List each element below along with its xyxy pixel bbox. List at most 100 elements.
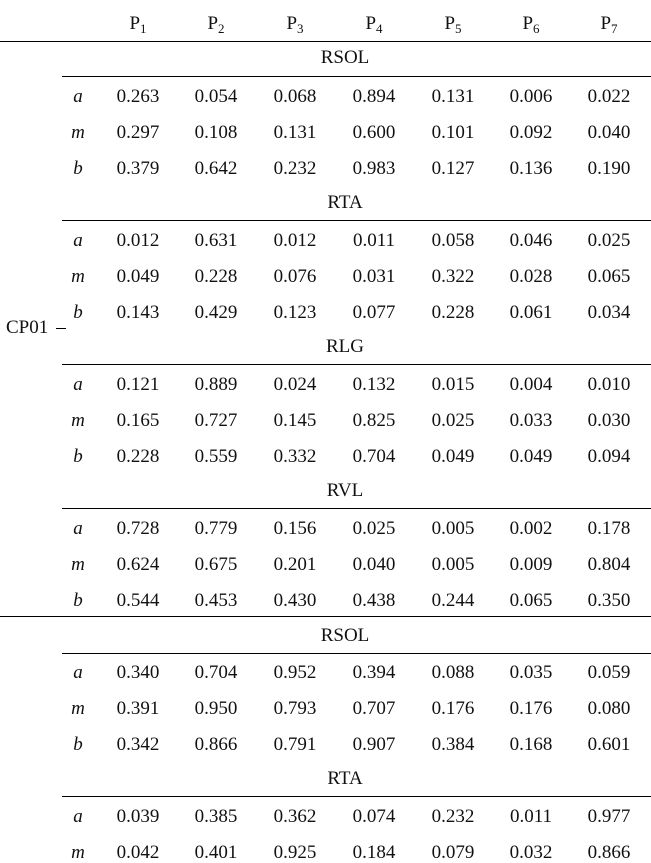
cell-value: 0.950: [194, 698, 238, 719]
cell-value: 0.228: [194, 266, 238, 287]
cell-value: 0.011: [352, 230, 396, 251]
column-header: P5: [444, 14, 461, 35]
row-label: a: [73, 662, 83, 683]
cell-value: 0.379: [116, 158, 160, 179]
cell-value: 0.866: [194, 734, 238, 755]
row-label: b: [73, 734, 83, 755]
cell-value: 0.132: [352, 374, 396, 395]
row-label: b: [73, 302, 83, 323]
cell-value: 0.074: [352, 806, 396, 827]
cell-value: 0.340: [116, 662, 160, 683]
cell-value: 0.825: [352, 410, 396, 431]
cell-value: 0.143: [116, 302, 160, 323]
cell-value: 0.030: [587, 410, 631, 431]
column-header-base: P: [600, 13, 612, 34]
column-header-subscript: 6: [533, 21, 540, 36]
cell-value: 0.049: [431, 446, 475, 467]
column-header-subscript: 3: [297, 21, 304, 36]
section-rule: [62, 76, 651, 77]
cell-value: 0.322: [431, 266, 475, 287]
cell-value: 0.010: [587, 374, 631, 395]
cell-value: 0.059: [587, 662, 631, 683]
cell-value: 0.002: [509, 518, 553, 539]
cell-value: 0.600: [352, 122, 396, 143]
column-header-base: P: [207, 13, 219, 34]
cell-value: 0.005: [431, 518, 475, 539]
cell-value: 0.624: [116, 554, 160, 575]
cell-value: 0.228: [116, 446, 160, 467]
row-label: a: [73, 806, 83, 827]
cell-value: 0.176: [431, 698, 475, 719]
cell-value: 0.054: [194, 86, 238, 107]
cell-value: 0.025: [352, 518, 396, 539]
cell-value: 0.022: [587, 86, 631, 107]
cell-value: 0.178: [587, 518, 631, 539]
row-label: b: [73, 590, 83, 611]
column-header-base: P: [444, 13, 456, 34]
cell-value: 0.012: [116, 230, 160, 251]
cell-value: 0.136: [509, 158, 553, 179]
cell-value: 0.006: [509, 86, 553, 107]
cell-value: 0.123: [273, 302, 317, 323]
cell-value: 0.401: [194, 842, 238, 863]
cell-value: 0.793: [273, 698, 317, 719]
cell-value: 0.544: [116, 590, 160, 611]
cell-value: 0.108: [194, 122, 238, 143]
cell-value: 0.791: [273, 734, 317, 755]
cell-value: 0.049: [509, 446, 553, 467]
cell-value: 0.040: [587, 122, 631, 143]
cell-value: 0.040: [352, 554, 396, 575]
column-header: P2: [207, 14, 224, 35]
cell-value: 0.601: [587, 734, 631, 755]
cell-value: 0.728: [116, 518, 160, 539]
cell-value: 0.642: [194, 158, 238, 179]
row-label: b: [73, 158, 83, 179]
column-header-subscript: 2: [218, 21, 225, 36]
cell-value: 0.005: [431, 554, 475, 575]
cell-value: 0.889: [194, 374, 238, 395]
cell-value: 0.228: [431, 302, 475, 323]
cell-value: 0.559: [194, 446, 238, 467]
group-label-tick: [56, 328, 66, 329]
row-label: m: [71, 842, 85, 863]
section-rule: [62, 653, 651, 654]
cell-value: 0.009: [509, 554, 553, 575]
cell-value: 0.952: [273, 662, 317, 683]
cell-value: 0.032: [509, 842, 553, 863]
cell-value: 0.779: [194, 518, 238, 539]
cell-value: 0.263: [116, 86, 160, 107]
cell-value: 0.039: [116, 806, 160, 827]
group-label: CP01: [6, 317, 49, 338]
cell-value: 0.384: [431, 734, 475, 755]
cell-value: 0.631: [194, 230, 238, 251]
cell-value: 0.131: [273, 122, 317, 143]
cell-value: 0.707: [352, 698, 396, 719]
cell-value: 0.332: [273, 446, 317, 467]
cell-value: 0.704: [194, 662, 238, 683]
cell-value: 0.675: [194, 554, 238, 575]
cell-value: 0.046: [509, 230, 553, 251]
cell-value: 0.894: [352, 86, 396, 107]
cell-value: 0.121: [116, 374, 160, 395]
cell-value: 0.145: [273, 410, 317, 431]
cell-value: 0.704: [352, 446, 396, 467]
cell-value: 0.190: [587, 158, 631, 179]
row-label: m: [71, 266, 85, 287]
cell-value: 0.391: [116, 698, 160, 719]
cell-value: 0.977: [587, 806, 631, 827]
cell-value: 0.015: [431, 374, 475, 395]
section-title: RTA: [327, 192, 363, 213]
cell-value: 0.077: [352, 302, 396, 323]
column-header-subscript: 7: [611, 21, 618, 36]
cell-value: 0.080: [587, 698, 631, 719]
section-title: RSOL: [320, 625, 370, 646]
cell-value: 0.297: [116, 122, 160, 143]
cell-value: 0.176: [509, 698, 553, 719]
cell-value: 0.092: [509, 122, 553, 143]
row-label: a: [73, 86, 83, 107]
row-label: a: [73, 374, 83, 395]
cell-value: 0.033: [509, 410, 553, 431]
cell-value: 0.232: [273, 158, 317, 179]
cell-value: 0.342: [116, 734, 160, 755]
